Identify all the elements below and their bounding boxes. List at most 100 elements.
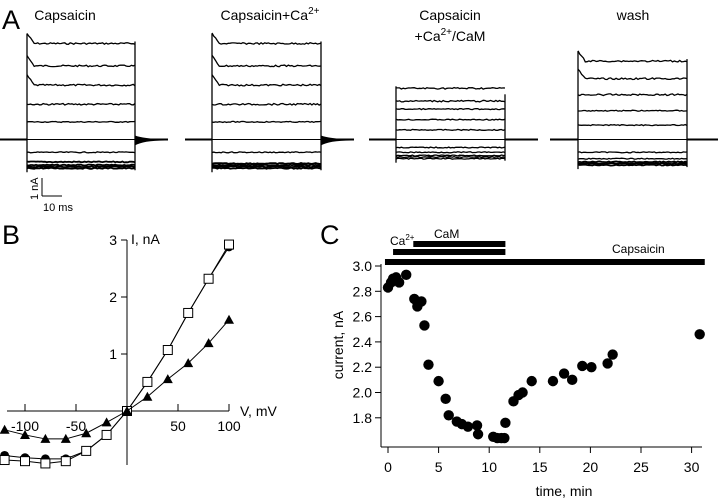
current-trace [211,102,322,106]
current-trace [211,151,322,154]
current-trace [26,151,136,154]
current-trace [395,151,506,154]
current-trace [577,123,688,127]
panel-label-b: B [2,220,20,250]
data-point-square [224,239,234,250]
trace-set-3: wash [550,7,718,170]
data-point [423,359,434,370]
current-trace [211,32,322,46]
data-point [607,349,618,360]
bar-label-cam: CaM [434,227,459,241]
data-point [547,375,559,387]
condition-title-line2: +Ca2+/CaM [415,27,486,44]
trace-set-1: Capsaicin+Ca2+ [185,6,354,173]
data-point-triangle [0,424,10,434]
panel-label-c: C [320,220,340,250]
current-trace [26,120,136,124]
current-trace [395,154,506,157]
condition-title: wash [616,7,650,23]
current-trace [211,162,322,165]
current-trace [395,146,506,149]
data-point [472,429,484,440]
panel-c-time-course: 1.8 2.0 2.2 2.4 2.6 2.8 3.0 0 5 10 15 20 25 30 time, m… [330,227,705,499]
x-tick-label: -100 [11,418,39,434]
tail-current [321,135,351,146]
x-axis-label: time, min [536,483,593,499]
current-trace [577,50,688,63]
x-tick-label: 50 [170,418,186,434]
x-tick-label: 25 [633,459,649,475]
title-suffix: /CaM [452,28,485,44]
x-tick-label: 15 [532,459,548,475]
data-point [401,269,412,281]
data-point-square [183,307,194,318]
condition-title: Capsaicin+Ca2+ [221,6,320,23]
current-trace [26,33,136,46]
data-point-square [101,429,112,440]
data-point [419,320,430,331]
data-point-triangle [203,338,214,348]
current-trace [577,157,688,160]
data-point-triangle [81,428,92,438]
current-trace [211,54,322,68]
y-axis-label: I, nA [131,231,160,247]
trace-set-2: Capsaicin +Ca2+/CaM [369,7,538,163]
data-point-triangle [60,433,71,443]
bar-label-capsaicin: Capsaicin [612,242,665,256]
data-point [500,417,511,429]
x-tick-label: 20 [583,459,599,475]
current-trace [396,86,506,90]
tail-current [135,135,165,146]
x-tick-label: 10 [481,459,497,475]
data-point-square [142,376,153,387]
current-trace [395,99,506,103]
y-tick-label: 2.2 [353,359,373,375]
data-point [471,420,483,431]
data-point [586,362,597,373]
data-point-triangle [40,433,51,443]
data-point-triangle [224,314,234,324]
data-point [499,432,510,444]
scale-bar-time-label: 10 ms [43,202,73,214]
data-point-square [0,455,10,466]
current-trace [577,151,688,154]
y-tick-label: 3.0 [353,258,373,274]
x-tick-label: 100 [217,418,241,434]
current-trace [395,155,506,159]
x-tick-label: 0 [384,459,392,475]
superscript: 2+ [308,6,320,17]
bar-label-ca: Ca2+ [390,233,415,248]
current-trace [26,55,136,68]
application-bar-capsaicin [384,259,705,265]
data-point-square [162,345,173,356]
data-point-square [20,456,30,467]
data-point [416,296,427,307]
current-trace [26,166,136,170]
current-trace [26,163,136,167]
x-tick-label: -50 [66,418,86,434]
current-trace [211,163,322,167]
data-point [558,368,570,379]
current-trace [395,128,506,132]
current-trace [211,166,322,170]
x-tick-label: 5 [435,459,443,475]
data-point [393,277,405,288]
scale-bar-current-label: 1 nA [29,177,41,200]
current-trace [578,109,688,112]
trace-set-0: Capsaicin [0,7,168,173]
data-point-triangle [101,417,112,427]
current-trace [577,93,688,97]
data-point-triangle [20,429,30,439]
current-trace [577,163,688,167]
condition-title: Capsaicin [34,7,95,23]
x-tick-label: 30 [684,459,700,475]
data-point [440,393,451,405]
data-point-triangle [183,358,194,368]
y-tick-label: 2 [109,289,117,305]
data-point-triangle [162,374,173,384]
panel-a-traces: Capsaicin Capsaicin+Ca2+ Capsaicin +Ca2+/Ca… [0,6,718,214]
y-tick-label: 1.8 [353,410,373,426]
y-tick-label: 2.6 [353,309,373,325]
